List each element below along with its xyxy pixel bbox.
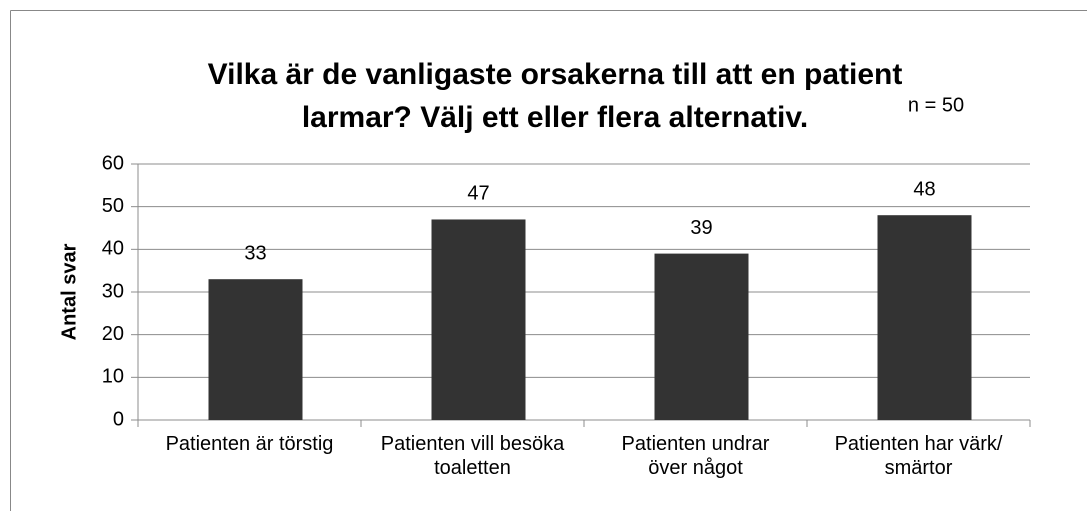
y-tick-label: 10 — [102, 366, 124, 388]
y-tick-label: 50 — [102, 195, 124, 217]
value-label: 47 — [467, 183, 489, 205]
bar — [654, 253, 749, 420]
x-tick-label: Patienten har värk/ smärtor — [834, 433, 1003, 479]
y-tick-label: 60 — [102, 152, 124, 174]
annotation: n = 50 — [908, 94, 964, 116]
x-tick-label: Patienten är törstig — [165, 433, 334, 455]
chart-title: larmar? Välj ett eller flera alternativ. — [302, 101, 808, 134]
bar — [431, 219, 526, 420]
y-tick-label: 0 — [113, 408, 124, 430]
x-tick-label: Patienten vill besöka toaletten — [380, 433, 565, 479]
bar — [877, 215, 972, 420]
y-axis-label: Antal svar — [58, 243, 80, 340]
y-tick-label: 30 — [102, 280, 124, 302]
value-label: 48 — [913, 178, 935, 200]
y-tick-label: 20 — [102, 323, 124, 345]
x-tick-label: Patienten undrar över något — [621, 433, 770, 479]
value-label: 39 — [690, 217, 712, 239]
chart-title: Vilka är de vanligaste orsakerna till at… — [208, 58, 903, 91]
value-label: 33 — [244, 242, 266, 264]
y-tick-label: 40 — [102, 238, 124, 260]
bar — [208, 279, 303, 420]
